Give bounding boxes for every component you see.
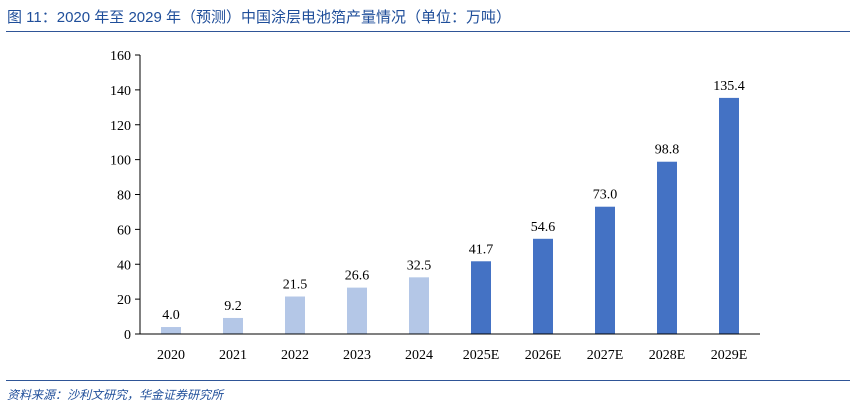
x-category-label: 2021 (219, 348, 247, 363)
y-tick-label: 20 (117, 293, 131, 308)
value-label: 9.2 (224, 299, 242, 314)
data-labels: 4.0 9.2 21.5 26.6 32.5 41.7 54.6 73.0 98.8 135.4 (162, 79, 745, 323)
source-divider (6, 380, 850, 381)
bar-2023 (347, 287, 367, 334)
value-label: 98.8 (655, 143, 680, 158)
x-category-label: 2020 (157, 348, 185, 363)
figure-title: 图 11：2020 年至 2029 年（预测）中国涂层电池箔产量情况（单位：万吨… (7, 9, 511, 26)
bar-2026e (533, 238, 553, 334)
title-divider (6, 31, 850, 32)
bar-2029e (719, 97, 739, 335)
value-label: 135.4 (713, 79, 745, 94)
value-label: 54.6 (531, 220, 556, 235)
bar-2027e (595, 206, 615, 334)
bar-2021 (223, 317, 243, 334)
y-tick-label: 140 (110, 84, 131, 99)
y-axis-ticks: 0 20 40 60 80 100 120 140 160 (110, 49, 140, 343)
y-tick-label: 120 (110, 119, 131, 134)
y-tick-label: 60 (117, 223, 131, 238)
x-category-label: 2022 (281, 348, 309, 363)
value-label: 26.6 (345, 269, 370, 284)
bar-series (161, 97, 739, 335)
source-note: 资料来源：沙利文研究，华金证券研究所 (7, 388, 224, 402)
bar-2022 (285, 296, 305, 334)
x-category-label: 2029E (711, 348, 748, 363)
value-label: 73.0 (593, 188, 618, 203)
y-tick-label: 100 (110, 154, 131, 169)
value-label: 21.5 (283, 278, 308, 293)
y-tick-label: 0 (124, 328, 131, 343)
x-category-label: 2024 (405, 348, 433, 363)
value-label: 32.5 (407, 258, 432, 273)
x-category-label: 2026E (525, 348, 562, 363)
bar-2025e (471, 261, 491, 334)
bar-2024 (409, 277, 429, 334)
bar-2028e (657, 161, 677, 334)
x-category-label: 2027E (587, 348, 624, 363)
value-label: 41.7 (469, 242, 494, 257)
x-category-label: 2028E (649, 348, 686, 363)
y-tick-label: 40 (117, 258, 131, 273)
y-tick-label: 80 (117, 189, 131, 204)
x-category-label: 2025E (463, 348, 500, 363)
value-label: 4.0 (162, 308, 180, 323)
y-tick-label: 160 (110, 49, 131, 64)
x-axis-labels: 2020 2021 2022 2023 2024 2025E 2026E 2027E 2028E… (157, 348, 747, 363)
bar-2020 (161, 327, 181, 334)
x-category-label: 2023 (343, 348, 371, 363)
